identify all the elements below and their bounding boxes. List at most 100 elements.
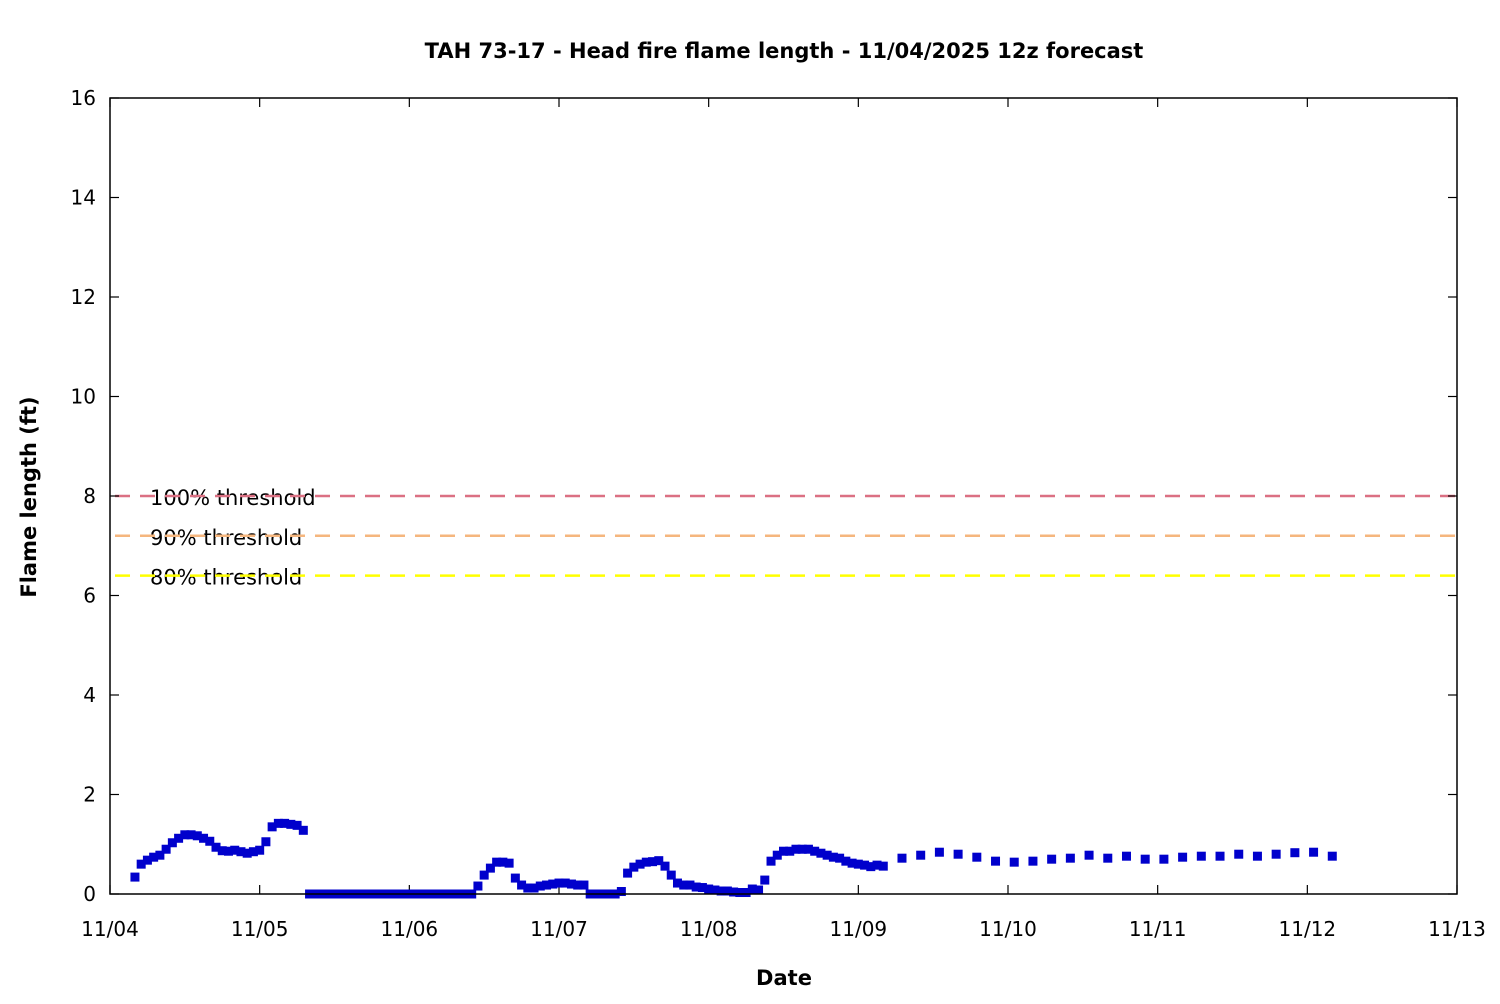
data-point (479, 870, 489, 880)
data-point (211, 842, 221, 852)
data-point (810, 846, 820, 856)
data-point (797, 844, 807, 854)
data-point (629, 862, 639, 872)
x-tick-label: 11/07 (530, 917, 588, 941)
data-point (648, 857, 658, 867)
data-point (722, 886, 732, 896)
data-point (623, 868, 633, 878)
data-point (255, 845, 265, 855)
data-point (167, 838, 177, 848)
data-point (760, 875, 770, 885)
data-point (492, 857, 502, 867)
data-point (1009, 857, 1019, 867)
x-tick-label: 11/10 (979, 917, 1037, 941)
data-point (485, 863, 495, 873)
data-point (654, 856, 664, 866)
data-point (679, 880, 689, 890)
data-point (697, 883, 707, 893)
data-point (242, 848, 252, 858)
data-point (766, 856, 776, 866)
data-point (785, 846, 795, 856)
data-point (223, 846, 233, 856)
data-point (754, 885, 764, 895)
y-tick-label: 16 (71, 86, 96, 110)
data-point (286, 819, 296, 829)
data-point (192, 831, 202, 841)
y-tick-label: 14 (71, 186, 96, 210)
data-point (704, 884, 714, 894)
chart-title: TAH 73-17 - Head fire flame length - 11/… (425, 39, 1144, 63)
data-point (517, 880, 527, 890)
x-tick-label: 11/12 (1279, 917, 1337, 941)
data-point (1084, 850, 1094, 860)
data-point (741, 888, 751, 898)
data-point (972, 852, 982, 862)
data-point (560, 878, 570, 888)
data-point (835, 853, 845, 863)
y-tick-label: 4 (83, 683, 96, 707)
x-tick-label: 11/09 (830, 917, 888, 941)
threshold-label: 80% threshold (150, 566, 302, 590)
data-point (1121, 851, 1131, 861)
y-tick-label: 12 (71, 285, 96, 309)
data-point (635, 859, 645, 869)
y-axis-label: Flame length (ft) (17, 396, 41, 597)
data-point (230, 845, 240, 855)
data-point (816, 848, 826, 858)
data-point (672, 878, 682, 888)
data-point (716, 886, 726, 896)
data-point (1252, 851, 1262, 861)
data-point (779, 846, 788, 856)
data-point (566, 879, 576, 889)
data-point (542, 880, 552, 890)
data-point (860, 860, 870, 870)
data-point (130, 872, 140, 882)
data-point (155, 850, 165, 860)
data-point (853, 859, 863, 869)
data-point (180, 830, 190, 840)
threshold-label: 90% threshold (150, 526, 302, 550)
y-tick-label: 10 (71, 385, 96, 409)
data-point (878, 861, 888, 871)
data-point (236, 847, 246, 857)
data-point (273, 818, 283, 828)
data-point (1028, 856, 1038, 866)
x-tick-label: 11/08 (680, 917, 738, 941)
data-point (1215, 851, 1225, 861)
data-point (735, 888, 745, 898)
data-point (729, 887, 739, 897)
data-point (991, 856, 1001, 866)
y-tick-label: 2 (83, 783, 96, 807)
data-point (1159, 854, 1169, 864)
data-point (916, 850, 926, 860)
data-point (142, 855, 152, 865)
data-point (136, 859, 146, 869)
data-point (1103, 853, 1113, 863)
x-tick-label: 11/06 (381, 917, 439, 941)
y-tick-label: 6 (83, 584, 96, 608)
data-point (1290, 848, 1300, 858)
data-point (803, 844, 813, 854)
x-tick-label: 11/11 (1129, 917, 1187, 941)
data-point (822, 850, 832, 860)
data-point (498, 857, 508, 867)
x-tick-label: 11/05 (231, 917, 289, 941)
data-point (866, 862, 876, 872)
data-point (791, 844, 801, 854)
data-point (1234, 849, 1244, 859)
data-point (199, 833, 209, 843)
data-point (1178, 852, 1188, 862)
data-point (217, 846, 227, 856)
y-tick-label: 8 (83, 484, 96, 508)
data-point (248, 847, 258, 857)
data-point (473, 881, 483, 891)
data-point (1140, 854, 1150, 864)
x-axis-label: Date (756, 966, 812, 990)
y-tick-label: 0 (83, 882, 96, 906)
data-point (261, 837, 271, 847)
data-point (554, 878, 564, 888)
data-point (1327, 851, 1337, 861)
data-point (205, 836, 215, 846)
data-point (579, 880, 589, 890)
data-point (280, 818, 290, 828)
